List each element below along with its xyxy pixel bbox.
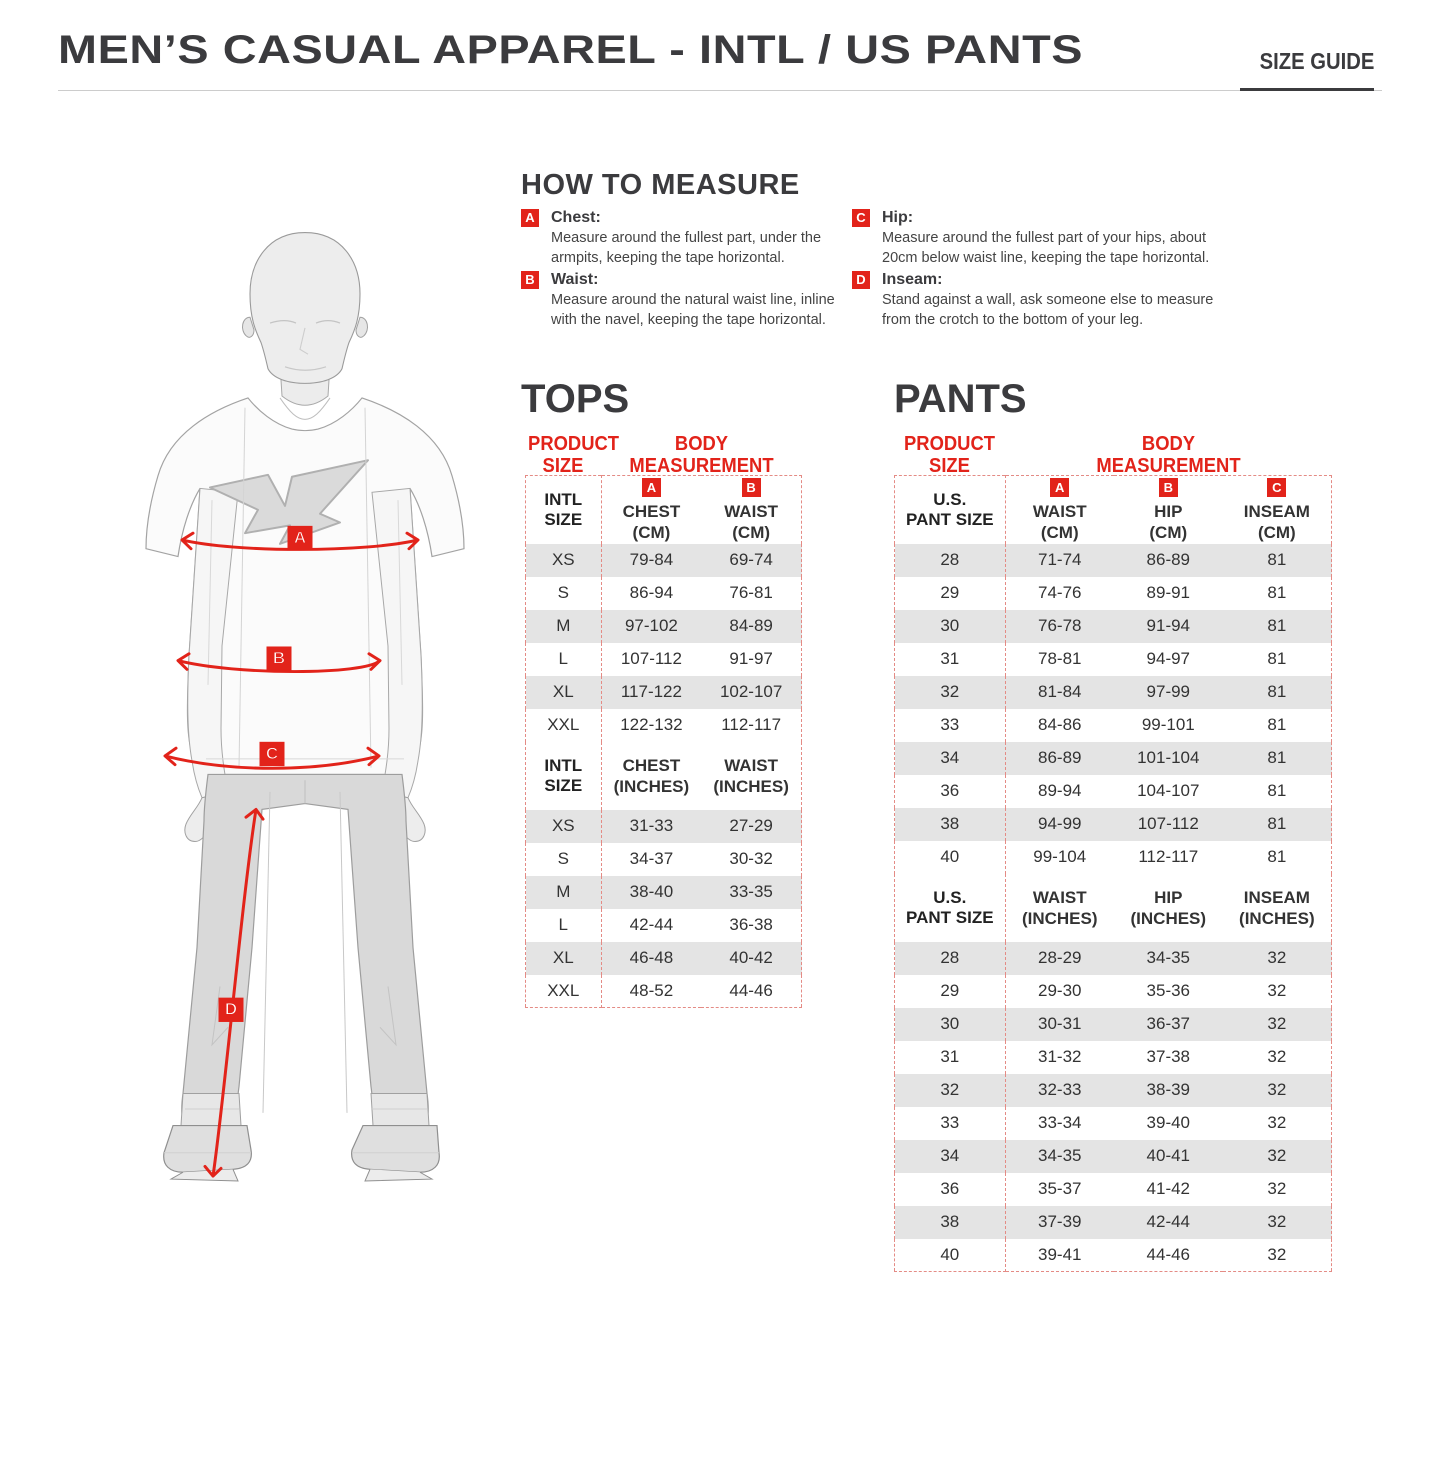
svg-text:B: B [273,649,285,668]
svg-text:C: C [266,744,278,763]
svg-text:D: D [225,1000,237,1019]
svg-text:A: A [294,528,306,547]
